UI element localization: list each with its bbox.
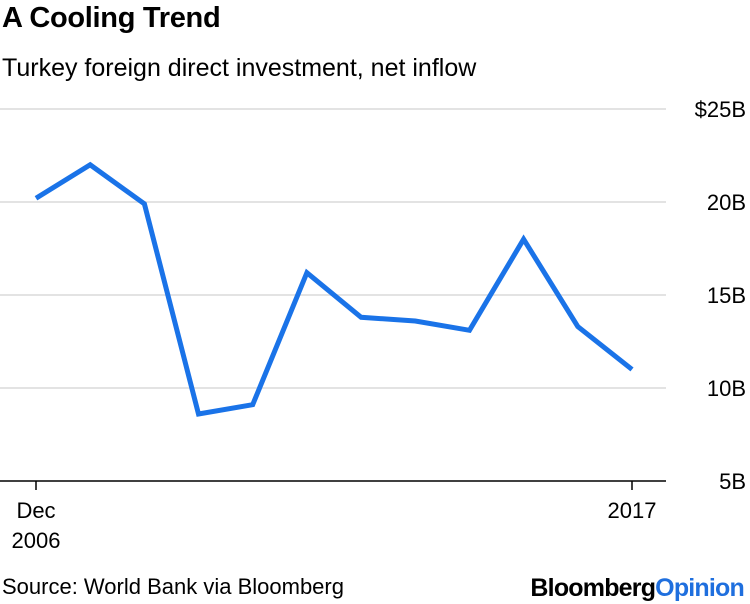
chart-subtitle: Turkey foreign direct investment, net in… [2, 54, 477, 82]
source-note: Source: World Bank via Bloomberg [2, 574, 344, 599]
y-tick-label: $25B [695, 97, 746, 122]
x-axis-ticks: Dec 2006 2017 [12, 481, 657, 553]
series-line [34, 161, 634, 417]
y-tick-label: 10B [707, 376, 746, 401]
y-axis-ticks: $25B 20B 15B 10B 5B [695, 97, 746, 494]
y-tick-label: 5B [719, 469, 746, 494]
x-tick-label: Dec [16, 498, 55, 523]
bloomberg-opinion-logo: BloombergOpinion [530, 574, 744, 603]
series-layer [34, 161, 634, 417]
chart-title: A Cooling Trend [2, 2, 221, 34]
x-tick-label: 2017 [608, 498, 657, 523]
logo-brand: Bloomberg [530, 574, 656, 602]
y-tick-label: 20B [707, 190, 746, 215]
y-tick-label: 15B [707, 283, 746, 308]
x-tick-label-year: 2006 [12, 528, 61, 553]
logo-opinion: Opinion [655, 574, 745, 602]
